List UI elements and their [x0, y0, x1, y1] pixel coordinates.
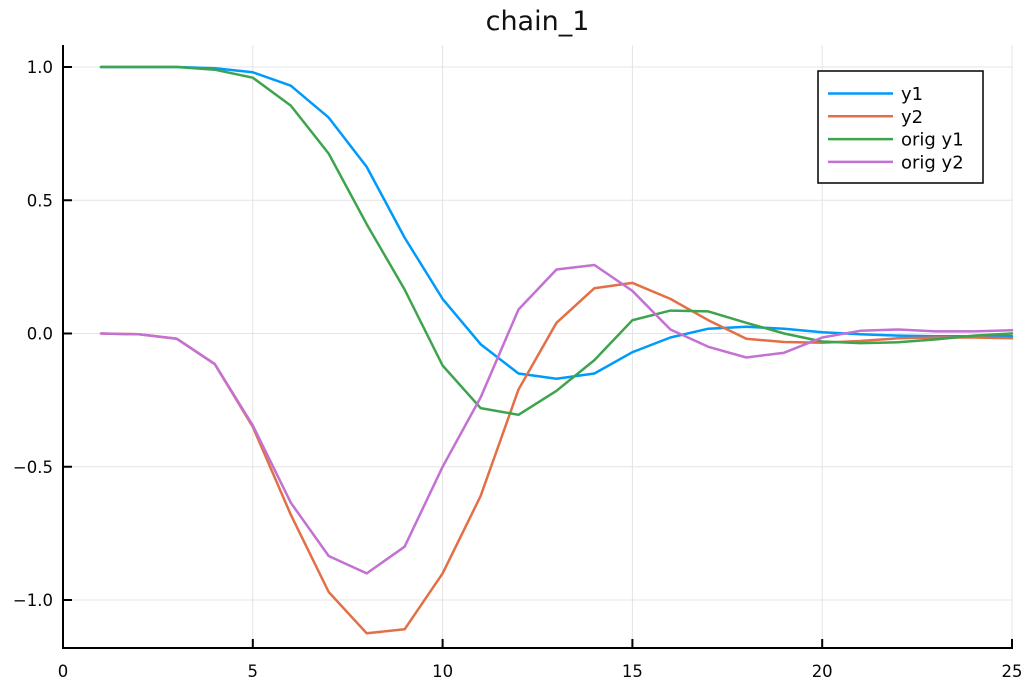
legend-label: y2	[901, 107, 923, 128]
x-tick-label: 25	[1002, 662, 1023, 681]
x-tick-label: 0	[58, 662, 69, 681]
series-line-orig-y2	[99, 263, 1014, 575]
y-tick-label: 1.0	[27, 58, 53, 77]
series-line-y1	[99, 65, 1014, 381]
y-tick-label: −1.0	[13, 591, 53, 610]
chart-title: chain_1	[485, 6, 590, 37]
series-line-orig-y1	[99, 65, 1014, 417]
x-tick-label: 15	[622, 662, 643, 681]
x-tick-label: 10	[432, 662, 453, 681]
x-tick-label: 5	[248, 662, 259, 681]
legend-label: orig y1	[901, 130, 964, 151]
y-tick-label: −0.5	[13, 458, 53, 477]
y-tick-label: 0.5	[27, 191, 53, 210]
legend-box	[817, 70, 984, 184]
y-tick-label: 0.0	[27, 325, 53, 344]
legend-label: orig y2	[901, 152, 964, 173]
x-tick-label: 20	[812, 662, 833, 681]
legend-label: y1	[901, 84, 923, 105]
